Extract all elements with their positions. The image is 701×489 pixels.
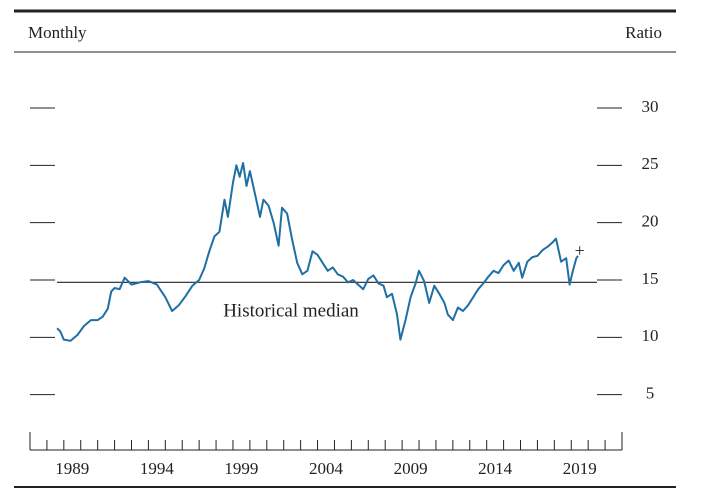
x-tick-label: 1989 <box>55 459 89 478</box>
y-tick-label: 10 <box>642 326 659 345</box>
x-tick-label: 2014 <box>478 459 513 478</box>
x-tick-label: 2009 <box>394 459 428 478</box>
median-label: Historical median <box>223 300 359 321</box>
x-tick-label: 2019 <box>563 459 597 478</box>
y-tick-label: 25 <box>642 154 659 173</box>
right-label: Ratio <box>625 23 662 42</box>
marker: + <box>575 241 585 261</box>
left-label: Monthly <box>28 23 87 42</box>
ratio-line <box>56 162 579 342</box>
y-tick-label: 30 <box>642 97 659 116</box>
x-tick-label: 2004 <box>309 459 344 478</box>
y-tick-label: 15 <box>642 269 659 288</box>
x-tick-label: 1999 <box>224 459 258 478</box>
x-tick-label: 1994 <box>140 459 175 478</box>
y-tick-label: 20 <box>642 212 659 231</box>
y-tick-label: 5 <box>646 384 655 403</box>
